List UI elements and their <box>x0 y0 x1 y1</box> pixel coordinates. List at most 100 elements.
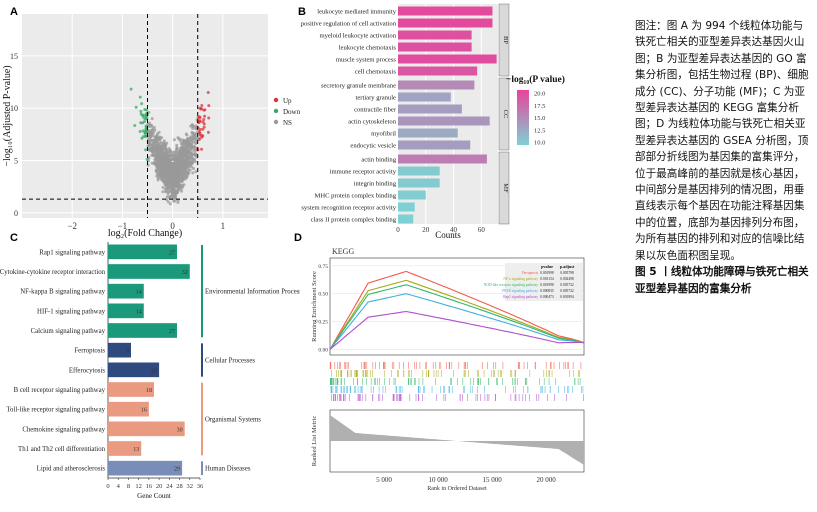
go-bar <box>398 190 426 200</box>
x-axis-label: Gene Count <box>137 492 171 500</box>
volcano-point <box>190 160 194 164</box>
es-y-axis-label: Running Enrichment Score <box>311 271 318 342</box>
volcano-point <box>161 141 165 145</box>
volcano-point <box>173 199 177 203</box>
x-axis-label: Counts <box>435 230 461 240</box>
volcano-point <box>202 108 206 112</box>
volcano-point <box>165 141 169 145</box>
x-axis-label: Rank in Ordered Dataset <box>427 486 487 492</box>
volcano-point <box>140 136 144 140</box>
volcano-point <box>186 159 190 163</box>
legend-label: Up <box>283 97 292 105</box>
go-term-label: actin binding <box>361 157 396 164</box>
kegg-value-label: 14 <box>136 290 142 296</box>
x-tick-label: 12 <box>135 483 142 490</box>
volcano-point <box>153 162 157 166</box>
volcano-point <box>175 143 179 147</box>
volcano-point <box>165 175 169 179</box>
volcano-point <box>164 179 168 183</box>
volcano-point <box>157 151 161 155</box>
volcano-point <box>168 195 172 199</box>
panel-d-gsea: D KEGG 0.00 0.25 0.50 0.75 pvalue p.adjust Ferr… <box>294 230 620 510</box>
x-tick-label: 20 <box>156 483 163 490</box>
series-name: PPAR signaling pathway <box>502 289 538 293</box>
x-tick-label: 24 <box>166 483 173 490</box>
go-term-label: actin cytoskeleton <box>348 119 396 126</box>
kegg-value-label: 27 <box>169 329 175 335</box>
volcano-point <box>139 112 143 116</box>
volcano-point <box>156 178 160 182</box>
kegg-pathway-label: HIF-1 signaling pathway <box>37 308 106 315</box>
volcano-point <box>181 147 185 151</box>
volcano-point <box>167 185 171 189</box>
x-tick-label: 20 000 <box>537 476 557 484</box>
x-tick-label: 1 <box>221 221 226 231</box>
volcano-point <box>167 169 171 173</box>
legend-marker <box>273 119 279 125</box>
kegg-bar <box>108 401 149 417</box>
kegg-value-label: 29 <box>174 467 180 473</box>
volcano-point <box>163 147 167 151</box>
series-pvalue: 0.000473 <box>540 295 554 299</box>
volcano-point <box>170 154 174 158</box>
volcano-point <box>157 162 161 166</box>
volcano-point <box>151 132 155 136</box>
volcano-point <box>171 158 175 162</box>
kegg-bar <box>108 382 154 397</box>
volcano-point <box>178 171 182 175</box>
kegg-value-label: 9 <box>126 349 129 355</box>
volcano-point <box>181 166 185 170</box>
legend-colorbar <box>517 90 529 145</box>
kegg-bar <box>108 460 183 476</box>
kegg-pathway-label: Rap1 signaling pathway <box>39 249 105 256</box>
kegg-bar <box>108 323 177 338</box>
series-name: Rap1 signaling pathway <box>503 295 538 299</box>
volcano-point <box>150 117 154 121</box>
kegg-bar <box>108 421 185 437</box>
volcano-point <box>171 172 175 176</box>
volcano-point <box>129 87 133 91</box>
pvalue-table <box>505 263 583 301</box>
x-tick-label: 0 <box>170 221 175 231</box>
panel-c-label: C <box>10 232 18 244</box>
y-tick-label: 0.00 <box>318 347 328 353</box>
y-tick-label: 0.25 <box>318 320 328 326</box>
y-tick-label: 0 <box>14 209 18 218</box>
volcano-point <box>175 163 179 167</box>
volcano-point <box>186 141 190 145</box>
es-curve <box>329 284 585 350</box>
go-bar <box>398 166 440 176</box>
facet-strip <box>498 151 510 225</box>
volcano-point <box>155 141 159 145</box>
series-padjust: 0.005732 <box>560 283 574 287</box>
go-term-label: muscle system process <box>336 57 396 64</box>
volcano-point <box>203 114 207 118</box>
volcano-point <box>171 190 175 194</box>
volcano-point <box>164 169 168 173</box>
volcano-point <box>133 124 137 128</box>
kegg-value-label: 18 <box>146 388 152 394</box>
go-bar <box>398 202 415 212</box>
volcano-point <box>147 144 151 148</box>
kegg-value-label: 32 <box>182 270 188 276</box>
volcano-point <box>165 195 169 199</box>
go-bar <box>398 54 497 64</box>
volcano-point <box>199 107 203 111</box>
kegg-bar <box>108 264 190 279</box>
gene-hit-bars <box>329 362 584 401</box>
volcano-point <box>172 186 176 190</box>
volcano-point <box>181 169 185 173</box>
volcano-point <box>192 166 196 170</box>
x-tick-label: 40 <box>450 226 458 234</box>
volcano-point <box>207 104 211 108</box>
panel-c-kegg: C 0 4 8 12 16 20 24 28 32 36 27 Rap1 signaling path… <box>0 230 311 510</box>
x-tick-label: 36 <box>197 483 204 490</box>
panel-a-volcano: A −2 −1 0 1 0 5 10 15 log₂(Fold Change) −log₁₀(Ad… <box>0 0 301 240</box>
es-curve <box>329 279 585 350</box>
volcano-point <box>158 167 162 171</box>
volcano-point <box>193 151 197 155</box>
volcano-point <box>194 170 198 174</box>
kegg-pathway-label: Chemokine signaling pathway <box>22 426 105 433</box>
volcano-point <box>201 120 205 124</box>
